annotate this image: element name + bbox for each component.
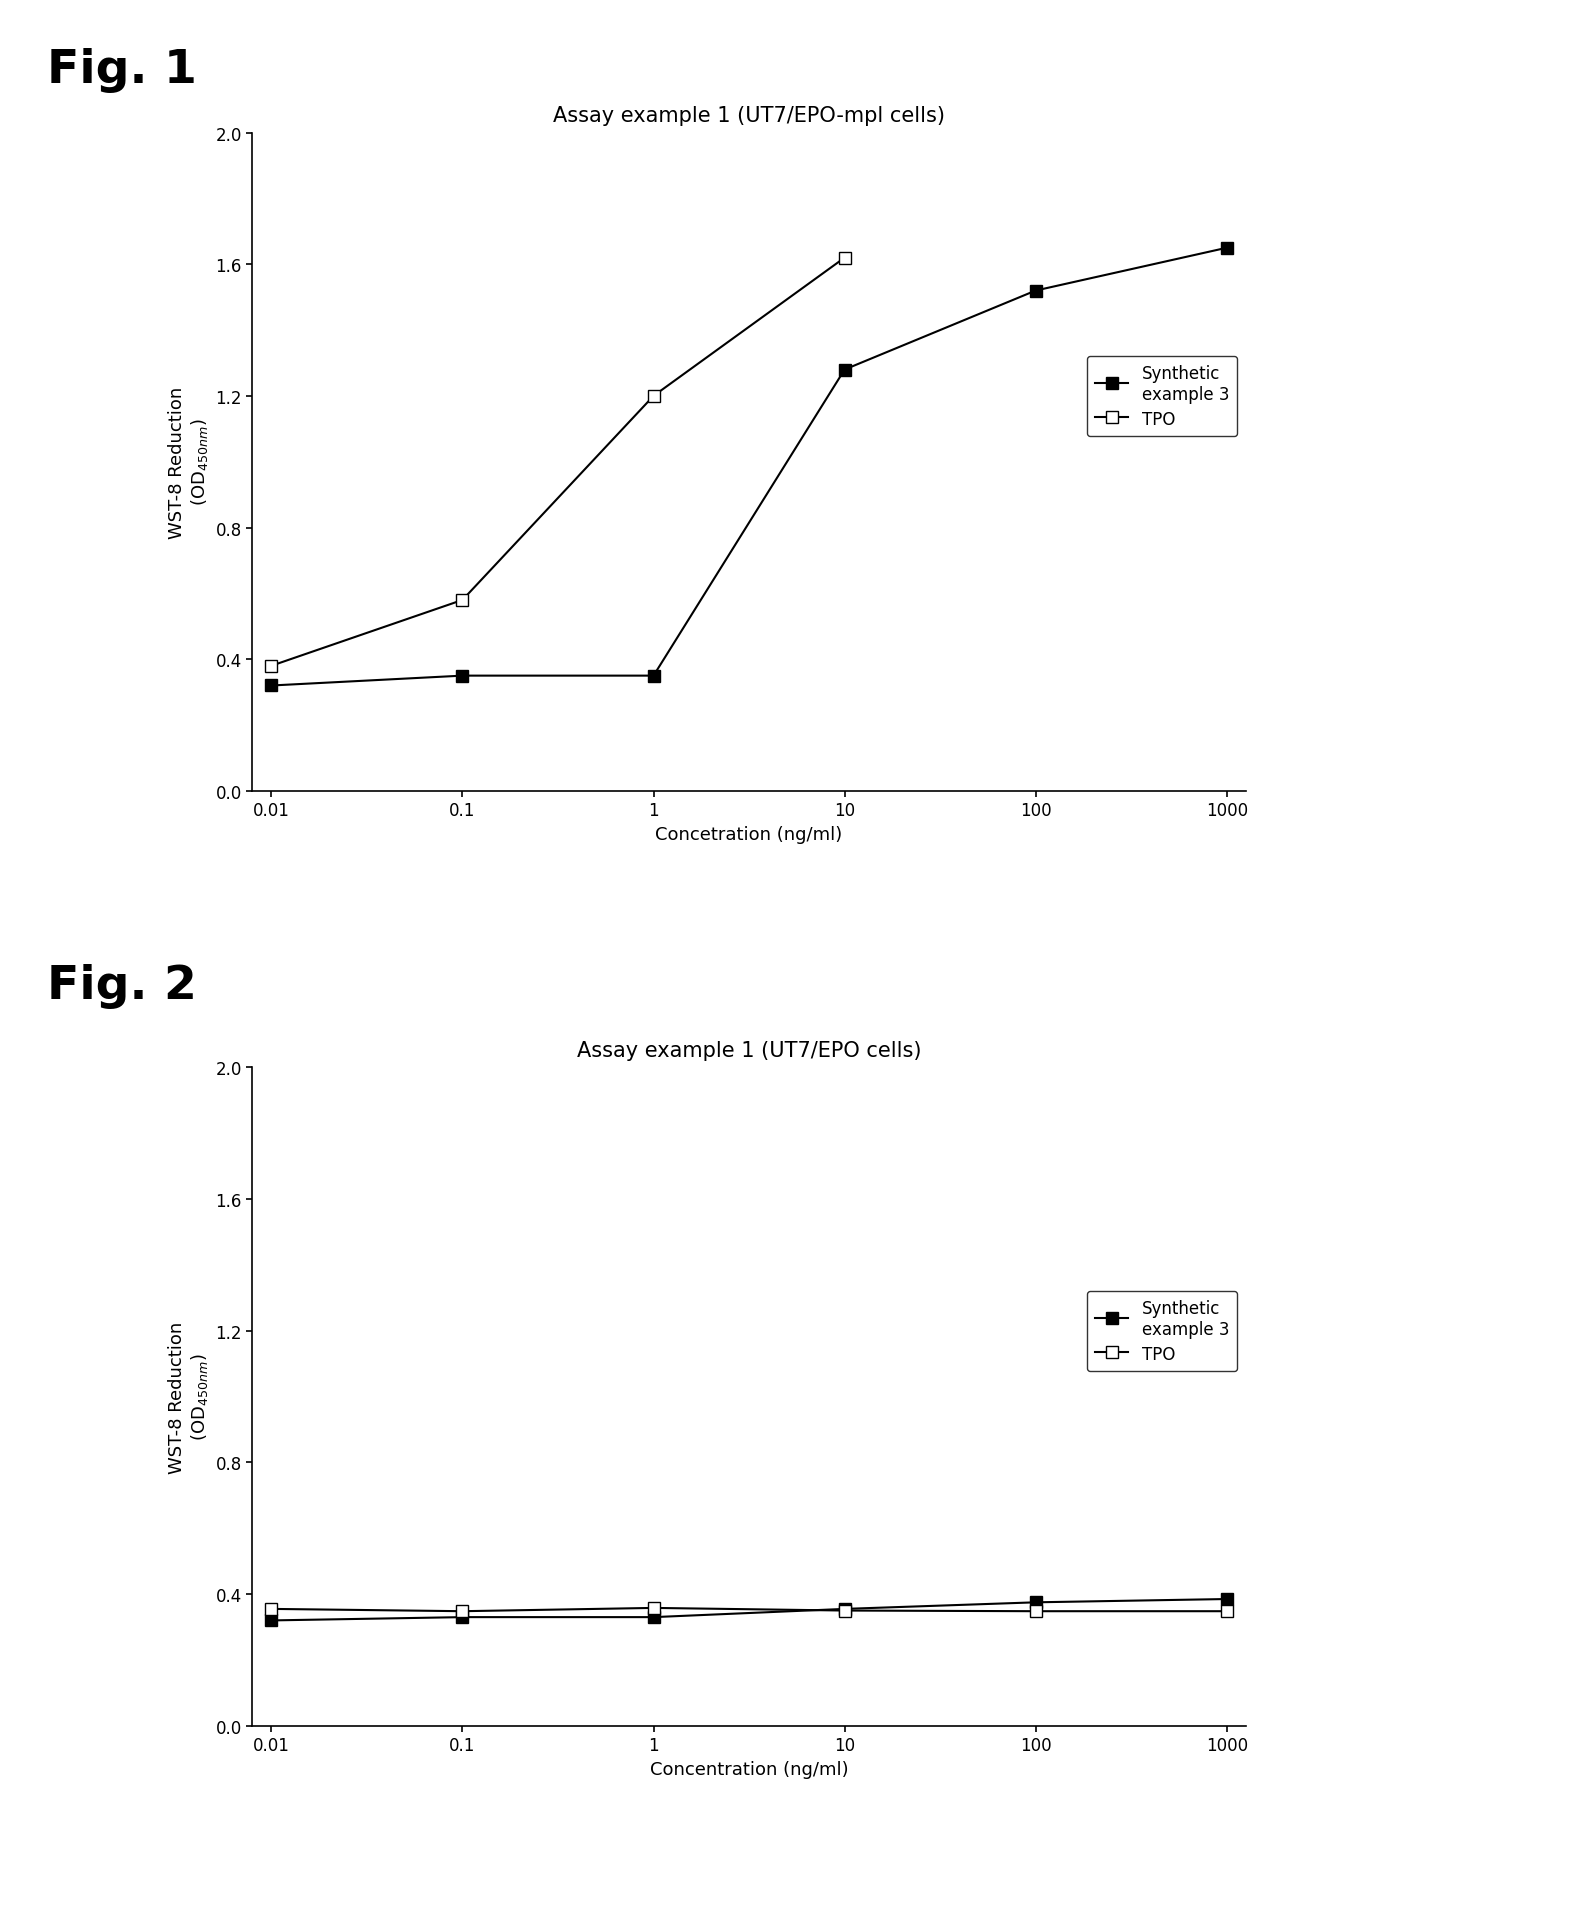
Synthetic
example 3 <box>1217 1589 1236 1611</box>
Legend: Synthetic
example 3, TPO: Synthetic example 3, TPO <box>1087 357 1238 437</box>
TPO <box>1217 1600 1236 1623</box>
Text: Fig. 1: Fig. 1 <box>47 48 197 93</box>
Synthetic
example 3 <box>453 666 472 688</box>
Synthetic
example 3 <box>453 1606 472 1629</box>
TPO <box>836 1600 855 1623</box>
TPO <box>453 1600 472 1623</box>
Text: Fig. 2: Fig. 2 <box>47 963 197 1009</box>
Line: TPO: TPO <box>265 1602 1233 1617</box>
Title: Assay example 1 (UT7/EPO-mpl cells): Assay example 1 (UT7/EPO-mpl cells) <box>554 107 945 126</box>
Synthetic
example 3 <box>836 359 855 381</box>
Synthetic
example 3 <box>1027 1590 1046 1613</box>
Synthetic
example 3 <box>1027 280 1046 303</box>
TPO <box>643 1596 662 1619</box>
Synthetic
example 3 <box>262 675 281 698</box>
TPO <box>262 1598 281 1621</box>
Line: Synthetic
example 3: Synthetic example 3 <box>265 242 1233 692</box>
Line: TPO: TPO <box>265 252 852 673</box>
Y-axis label: WST-8 Reduction
(OD$_{450nm}$): WST-8 Reduction (OD$_{450nm}$) <box>167 1322 210 1472</box>
Title: Assay example 1 (UT7/EPO cells): Assay example 1 (UT7/EPO cells) <box>577 1041 921 1060</box>
Line: Synthetic
example 3: Synthetic example 3 <box>265 1592 1233 1627</box>
Synthetic
example 3 <box>836 1598 855 1621</box>
Synthetic
example 3 <box>643 1606 662 1629</box>
Y-axis label: WST-8 Reduction
(OD$_{450nm}$): WST-8 Reduction (OD$_{450nm}$) <box>167 387 210 538</box>
TPO <box>453 589 472 612</box>
TPO <box>836 248 855 271</box>
TPO <box>262 654 281 677</box>
Legend: Synthetic
example 3, TPO: Synthetic example 3, TPO <box>1087 1291 1238 1371</box>
X-axis label: Concentration (ng/ml): Concentration (ng/ml) <box>650 1760 848 1777</box>
X-axis label: Concetration (ng/ml): Concetration (ng/ml) <box>656 826 842 843</box>
Synthetic
example 3 <box>1217 236 1236 259</box>
TPO <box>643 385 662 408</box>
TPO <box>1027 1600 1046 1623</box>
Synthetic
example 3 <box>262 1610 281 1632</box>
Synthetic
example 3 <box>643 666 662 688</box>
